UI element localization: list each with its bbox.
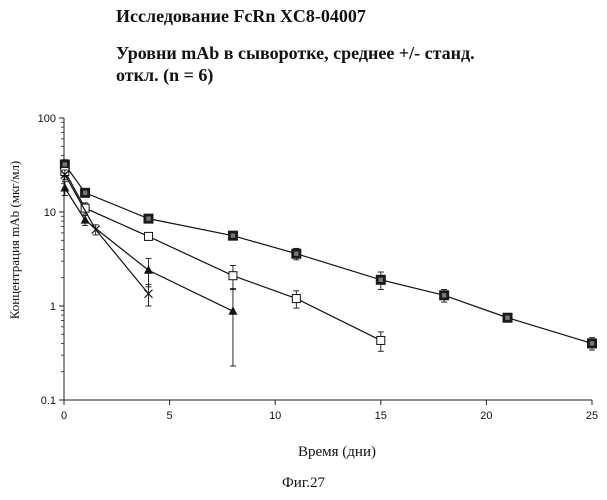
data-point-core [505, 316, 509, 320]
data-point [144, 265, 153, 274]
axes: 0.1 1 10 100 0 5 10 15 20 25 [38, 113, 598, 422]
data-point-core [294, 252, 298, 256]
x-tick-label: 20 [480, 410, 492, 422]
series-4 [61, 170, 153, 306]
data-point-core [146, 216, 150, 220]
figure-caption: Фиг.27 [0, 475, 607, 492]
data-point [377, 336, 385, 344]
chart-plot: 0.1 1 10 100 0 5 10 15 20 25 [0, 0, 607, 470]
series-1 [60, 160, 596, 350]
data-point-core [83, 191, 87, 195]
x-axis-label: Время (дни) [298, 444, 376, 461]
y-tick-label: 10 [44, 207, 56, 219]
data-point [228, 306, 237, 315]
series-line [65, 165, 592, 344]
y-tick-label: 100 [38, 113, 56, 125]
data-point [60, 183, 69, 192]
data-point-core [379, 278, 383, 282]
series-2 [61, 167, 385, 351]
data-marks [60, 160, 596, 366]
x-tick-label: 0 [61, 410, 67, 422]
data-point [144, 232, 152, 240]
x-tick-label: 15 [375, 410, 387, 422]
data-point-core [231, 233, 235, 237]
data-point [292, 295, 300, 303]
data-point-core [442, 293, 446, 297]
y-tick-label: 0.1 [41, 395, 56, 407]
x-tick-label: 25 [586, 410, 598, 422]
data-point-core [63, 162, 67, 166]
series-line [65, 171, 381, 340]
x-tick-label: 10 [269, 410, 281, 422]
data-point [229, 272, 237, 280]
series-line [65, 175, 149, 294]
data-point-core [590, 341, 594, 345]
y-tick-label: 1 [50, 301, 56, 313]
x-tick-label: 5 [167, 410, 173, 422]
